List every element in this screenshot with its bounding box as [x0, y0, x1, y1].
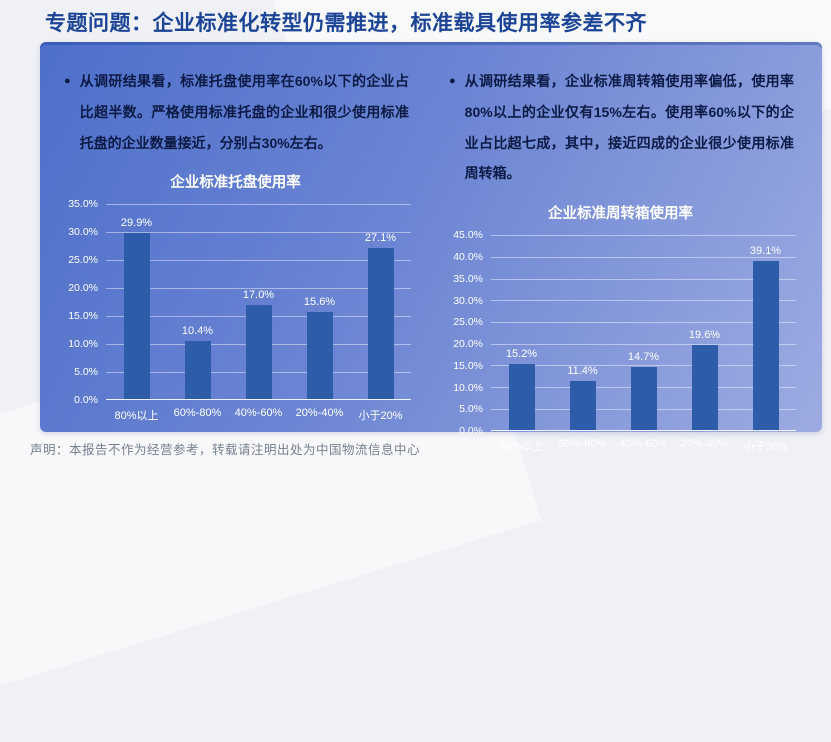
y-axis: 45.0% 40.0% 35.0% 30.0% 25.0% 20.0% 15.0% 10.0%…: [445, 229, 491, 437]
tote-box-bullet-text: 从调研结果看，企业标准周转箱使用率偏低，使用率80%以上的企业仅有15%左右。使…: [464, 73, 794, 182]
y-axis-tick: 30.0%: [453, 294, 483, 307]
pallet-chart-title: 企业标准托盘使用率: [170, 175, 301, 192]
y-axis-tick: 20.0%: [453, 338, 483, 351]
y-axis-tick: 45.0%: [453, 229, 483, 242]
y-axis-tick: 0.0%: [459, 425, 483, 438]
y-axis: 35.0% 30.0% 25.0% 20.0% 15.0% 10.0% 5.0% 0.0%: [60, 198, 106, 406]
gridline: [491, 256, 796, 258]
y-axis-tick: 35.0%: [453, 272, 483, 285]
data-label: 17.0%: [242, 288, 275, 301]
y-axis-tick: 15.0%: [453, 359, 483, 372]
data-label: 39.1%: [749, 244, 782, 257]
bar: [123, 232, 150, 400]
content-panel: ● 从调研结果看，标准托盘使用率在60%以下的企业占比超半数。严格使用标准托盘的…: [40, 42, 822, 453]
bar-slot: 15.2%: [491, 235, 552, 431]
pallet-section: ● 从调研结果看，标准托盘使用率在60%以下的企业占比超半数。严格使用标准托盘的…: [60, 66, 411, 422]
x-axis-tick: 20%-40%: [295, 407, 344, 420]
bar-slot: 14.7%: [613, 235, 674, 431]
gridline: [491, 343, 796, 345]
plot-area: 29.9% 10.4% 17.0% 15.6% 27.1%: [106, 204, 411, 401]
pallet-bullet-text: 从调研结果看，标准托盘使用率在60%以下的企业占比超半数。严格使用标准托盘的企业…: [79, 73, 409, 151]
bar: [691, 345, 718, 431]
gridline: [106, 287, 411, 289]
x-axis-tick: 40%-60%: [234, 407, 283, 420]
x-axis-labels: 80%以上 60%-80% 40%-60% 20%-40% 小于20%: [106, 407, 411, 423]
y-axis-tick: 5.0%: [74, 366, 98, 379]
disclaimer-text: 声明：本报告不作为经营参考，转载请注明出处为中国物流信息中心: [30, 443, 421, 457]
x-axis-tick: 20%-40%: [680, 438, 729, 451]
gridline: [491, 300, 796, 302]
tote-box-usage-chart: 45.0% 40.0% 35.0% 30.0% 25.0% 20.0% 15.0% 10.0%…: [445, 229, 796, 454]
tote-box-chart-title: 企业标准周转箱使用率: [548, 206, 693, 223]
data-label: 15.2%: [505, 348, 538, 361]
bar: [184, 341, 211, 400]
bar: [752, 260, 779, 431]
y-axis-tick: 20.0%: [68, 282, 98, 295]
x-axis-tick: 小于20%: [743, 441, 788, 454]
x-axis-labels: 80%以上 60%-80% 40%-60% 20%-40% 小于20%: [491, 438, 796, 454]
bar-slot: 10.4%: [167, 204, 228, 400]
bar-slot: 11.4%: [552, 235, 613, 431]
data-label: 27.1%: [364, 232, 397, 245]
data-label: 14.7%: [627, 350, 660, 363]
y-axis-tick: 25.0%: [68, 254, 98, 267]
data-label: 10.4%: [181, 325, 214, 338]
y-axis-tick: 5.0%: [459, 403, 483, 416]
y-axis-tick: 0.0%: [74, 394, 98, 407]
bar-slot: 19.6%: [674, 235, 735, 431]
bar: [245, 304, 272, 400]
plot-area: 15.2% 11.4% 14.7% 19.6% 39.1%: [491, 235, 796, 432]
gridline: [491, 365, 796, 367]
bar-slot: 15.6%: [289, 204, 350, 400]
y-axis-tick: 40.0%: [453, 250, 483, 263]
tote-box-section: ● 从调研结果看，企业标准周转箱使用率偏低，使用率80%以上的企业仅有15%左右…: [445, 66, 796, 453]
bar-slot: 17.0%: [228, 204, 289, 400]
data-label: 15.6%: [303, 296, 336, 309]
bar: [569, 380, 596, 431]
gridline: [491, 235, 796, 237]
gridline: [106, 260, 411, 262]
bar: [630, 366, 657, 431]
x-axis-tick: 60%-80%: [173, 407, 222, 420]
data-label: 19.6%: [688, 329, 721, 342]
x-axis-tick: 小于20%: [358, 410, 403, 423]
gridline: [106, 204, 411, 206]
pallet-bullet-item: ● 从调研结果看，标准托盘使用率在60%以下的企业占比超半数。严格使用标准托盘的…: [64, 66, 409, 158]
y-axis-tick: 10.0%: [453, 381, 483, 394]
x-axis-tick: 40%-60%: [619, 438, 668, 451]
gridline: [491, 278, 796, 280]
data-label: 11.4%: [567, 364, 598, 377]
y-axis-tick: 15.0%: [68, 310, 98, 323]
tote-box-bullet-item: ● 从调研结果看，企业标准周转箱使用率偏低，使用率80%以上的企业仅有15%左右…: [449, 66, 794, 189]
data-label: 29.9%: [120, 216, 153, 229]
bullet-icon: ●: [449, 75, 456, 87]
page-title: 专题问题：企业标准化转型仍需推进，标准载具使用率参差不齐: [45, 12, 647, 35]
gridline: [491, 321, 796, 323]
x-axis-tick: 80%以上: [114, 410, 159, 423]
y-axis-tick: 30.0%: [68, 226, 98, 239]
bar-series: 29.9% 10.4% 17.0% 15.6% 27.1%: [106, 204, 411, 400]
y-axis-tick: 25.0%: [453, 316, 483, 329]
bar-slot: 39.1%: [735, 235, 796, 431]
bar-slot: 29.9%: [106, 204, 167, 400]
bar: [508, 364, 535, 431]
x-axis-tick: 60%-80%: [558, 438, 607, 451]
y-axis-tick: 35.0%: [68, 198, 98, 211]
pallet-usage-chart: 35.0% 30.0% 25.0% 20.0% 15.0% 10.0% 5.0% 0.0% 2…: [60, 198, 411, 423]
x-axis-tick: 80%以上: [499, 441, 544, 454]
bar: [306, 312, 333, 400]
bar: [367, 248, 394, 400]
y-axis-tick: 10.0%: [68, 338, 98, 351]
bullet-icon: ●: [64, 75, 71, 87]
gridline: [106, 232, 411, 234]
bar-series: 15.2% 11.4% 14.7% 19.6% 39.1%: [491, 235, 796, 431]
bar-slot: 27.1%: [350, 204, 411, 400]
